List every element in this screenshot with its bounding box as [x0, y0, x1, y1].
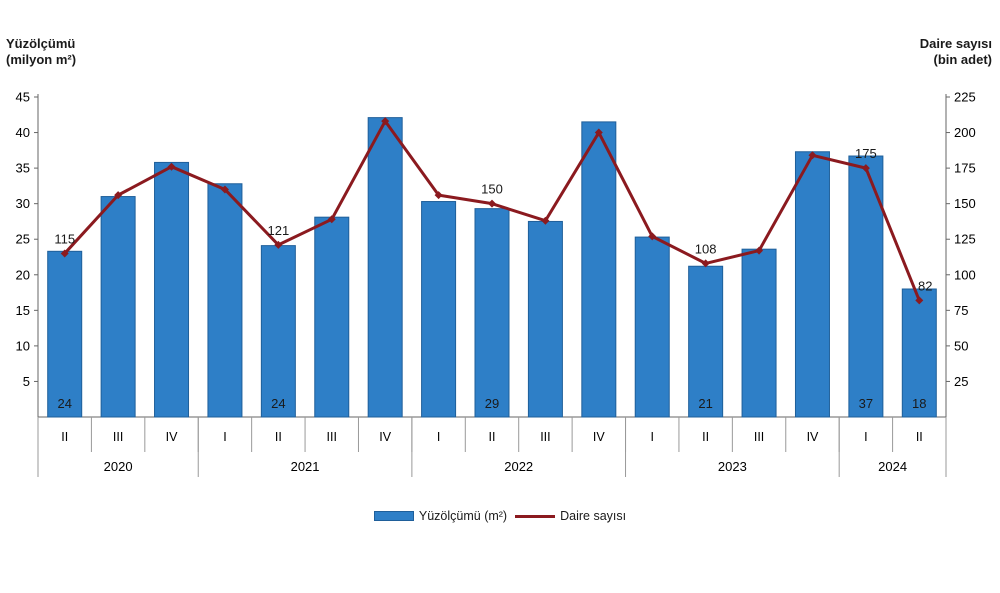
dwellings-point [808, 151, 817, 160]
left-axis-title-line-1: Yüzölçümü [6, 36, 76, 51]
year-label: 2024 [878, 459, 907, 474]
quarter-label: II [61, 430, 68, 444]
bar-value-label: 29 [485, 396, 499, 411]
right-tick-label: 125 [954, 232, 976, 247]
combo-chart: 5 10 15 20 25 30 35 40 45 25 50 75 100 125 150 175 200 22… [16, 90, 976, 477]
legend: Yüzölçümü (m²) Daire sayısı [0, 506, 1000, 526]
bar-value-label: 24 [57, 396, 71, 411]
dwellings-point [541, 216, 550, 225]
dwellings-point [701, 259, 710, 268]
dwellings-point [114, 191, 123, 200]
left-tick-label: 20 [16, 267, 30, 282]
quarter-label: I [223, 430, 226, 444]
area-bar [100, 196, 136, 418]
year-label: 2023 [718, 459, 747, 474]
right-axis-title-line-1: Daire sayısı [919, 36, 992, 51]
left-tick-label: 5 [23, 374, 30, 389]
bar-value-label: 18 [912, 396, 926, 411]
right-axis-title-line-2: (bin adet) [933, 52, 993, 67]
area-bar [474, 208, 510, 418]
quarter-label: III [113, 430, 123, 444]
right-tick-label: 25 [954, 374, 968, 389]
dwellings-point [861, 164, 870, 173]
area-bar [794, 151, 830, 418]
dwellings-point [220, 185, 229, 194]
dwellings-point [167, 162, 176, 171]
bar-value-label: 37 [859, 396, 873, 411]
year-label: 2020 [104, 459, 133, 474]
area-bar [634, 236, 670, 418]
dwellings-point [327, 215, 336, 224]
quarter-label: IV [379, 430, 391, 444]
quarter-label: I [437, 430, 440, 444]
year-label: 2022 [504, 459, 533, 474]
left-tick-label: 10 [16, 338, 30, 353]
area-bar [901, 288, 937, 418]
quarter-label: I [864, 430, 867, 444]
quarter-label: III [754, 430, 764, 444]
dwellings-point [915, 296, 924, 305]
left-tick-label: 30 [16, 196, 30, 211]
left-tick-label: 40 [16, 125, 30, 140]
bar-value-label: 21 [698, 396, 712, 411]
dwellings-point [594, 128, 603, 137]
area-bar [260, 245, 296, 418]
dwellings-point [274, 240, 283, 249]
right-axis-title: Daire sayısı (bin adet) [920, 36, 992, 68]
line-value-label: 121 [268, 223, 290, 238]
area-bar [527, 220, 563, 418]
dwellings-point [488, 199, 496, 208]
legend-line-swatch [515, 514, 556, 518]
quarter-label: III [327, 430, 337, 444]
quarter-label: I [650, 430, 653, 444]
right-tick-label: 50 [954, 338, 968, 353]
bar-value-label: 24 [271, 396, 285, 411]
dwellings-point [60, 249, 69, 258]
legend-item-area: Yüzölçümü (m²) [373, 509, 508, 523]
quarter-label: IV [593, 430, 605, 444]
area-bar [47, 250, 83, 418]
right-tick-label: 175 [954, 161, 976, 176]
year-label: 2021 [291, 459, 320, 474]
legend-line-label: Daire sayısı [560, 509, 627, 523]
quarter-label: II [702, 430, 709, 444]
right-tick-label: 225 [954, 90, 976, 105]
area-bar [154, 161, 190, 418]
legend-bar-label: Yüzölçümü (m²) [418, 509, 508, 523]
dwellings-point [434, 191, 443, 200]
dwellings-point [381, 117, 390, 126]
area-bar [421, 201, 457, 418]
right-tick-label: 200 [954, 125, 976, 140]
quarter-label: IV [166, 430, 178, 444]
legend-bar-swatch [373, 511, 414, 521]
line-value-label: 108 [695, 241, 717, 256]
line-value-label: 150 [481, 182, 503, 197]
quarter-label: IV [807, 430, 819, 444]
line-value-label: 115 [54, 231, 75, 246]
area-bar [207, 183, 243, 418]
left-tick-label: 15 [16, 303, 30, 318]
area-bar [314, 216, 350, 418]
quarter-label: II [275, 430, 282, 444]
left-tick-label: 25 [16, 232, 30, 247]
left-tick-label: 45 [16, 90, 30, 105]
right-tick-label: 75 [954, 303, 968, 318]
area-bar [581, 121, 617, 418]
area-bar [741, 248, 777, 418]
left-tick-label: 35 [16, 161, 30, 176]
dwellings-point [755, 246, 764, 255]
left-axis-title-line-2: (milyon m²) [6, 52, 77, 67]
quarter-label: II [916, 430, 923, 444]
legend-item-dwellings: Daire sayısı [515, 509, 626, 523]
quarter-label: II [489, 430, 496, 444]
right-tick-label: 100 [954, 267, 976, 282]
area-bar [367, 117, 403, 418]
area-bar [688, 265, 724, 418]
right-tick-label: 150 [954, 196, 976, 211]
left-axis-title: Yüzölçümü (milyon m²) [6, 36, 76, 68]
line-value-label: 82 [918, 278, 932, 293]
dwellings-point [648, 232, 657, 241]
line-value-label: 175 [855, 146, 877, 161]
quarter-label: III [540, 430, 550, 444]
